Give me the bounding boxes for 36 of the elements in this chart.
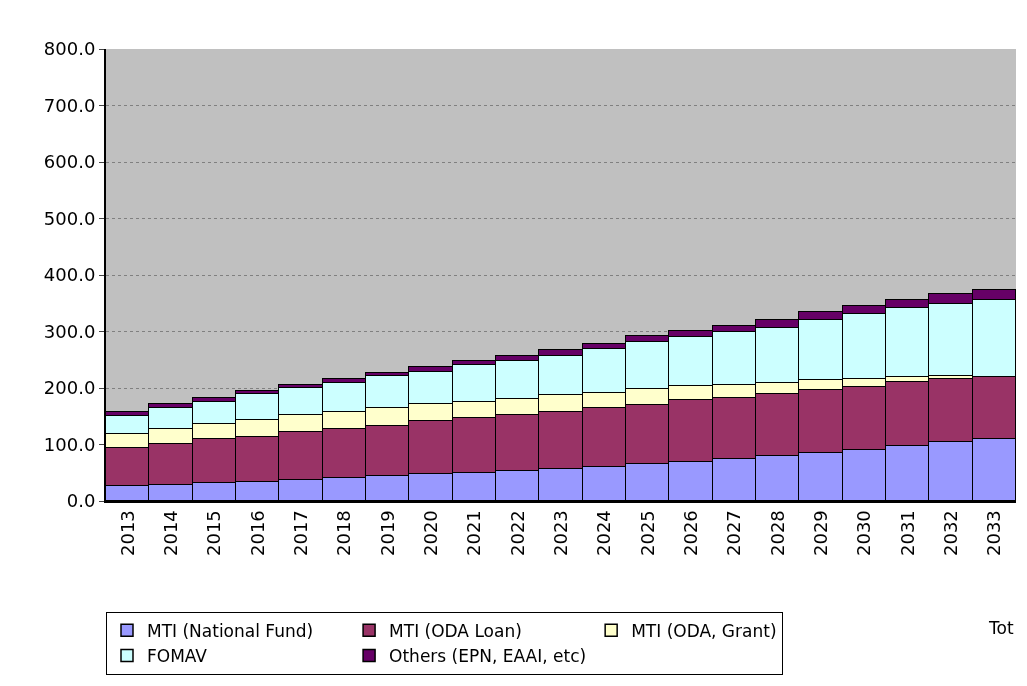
y-tick-label: 400.0 bbox=[43, 264, 96, 286]
x-tick-label: 2016 bbox=[246, 510, 268, 557]
x-tick-label: 2023 bbox=[549, 510, 571, 557]
x-tick-label: 2014 bbox=[159, 510, 181, 557]
x-tick-label: 2029 bbox=[809, 510, 831, 557]
legend-label: Others (EPN, EAAI, etc) bbox=[389, 646, 587, 667]
x-tick-label: 2032 bbox=[939, 510, 961, 557]
legend-label: MTI (ODA, Grant) bbox=[631, 620, 777, 641]
x-tick-label: 2033 bbox=[983, 510, 1005, 557]
x-tick-label: 2030 bbox=[853, 510, 875, 557]
x-tick-label: 2025 bbox=[636, 510, 658, 557]
x-tick-label: 2013 bbox=[116, 510, 138, 557]
y-tick-label: 100.0 bbox=[43, 433, 96, 455]
x-tick-label: 2022 bbox=[506, 510, 528, 557]
x-tick-label: 2031 bbox=[896, 510, 918, 557]
y-tick-label: 600.0 bbox=[43, 151, 96, 173]
y-tick-label: 500.0 bbox=[43, 207, 96, 229]
x-tick-label: 2018 bbox=[333, 510, 355, 557]
x-tick-label: 2015 bbox=[203, 510, 225, 557]
x-tick-label: 2021 bbox=[463, 510, 485, 557]
y-tick-label: 200.0 bbox=[43, 377, 96, 399]
y-tick-label: 700.0 bbox=[43, 94, 96, 116]
x-tick-label: 2028 bbox=[766, 510, 788, 557]
legend-label: MTI (National Fund) bbox=[147, 620, 314, 641]
y-tick-label: 300.0 bbox=[43, 320, 96, 342]
x-tick-label: 2027 bbox=[723, 510, 745, 557]
x-tick-label: 2019 bbox=[376, 510, 398, 557]
legend-label: FOMAV bbox=[147, 646, 208, 667]
legend-label: MTI (ODA Loan) bbox=[389, 620, 522, 641]
text: Tot bbox=[988, 618, 1014, 638]
y-tick-label: 800.0 bbox=[43, 38, 96, 60]
x-tick-label: 2020 bbox=[419, 510, 441, 557]
x-tick-label: 2024 bbox=[593, 510, 615, 557]
x-tick-label: 2017 bbox=[289, 510, 311, 557]
y-tick-label: 0.0 bbox=[66, 490, 96, 512]
x-tick-label: 2026 bbox=[679, 510, 701, 557]
